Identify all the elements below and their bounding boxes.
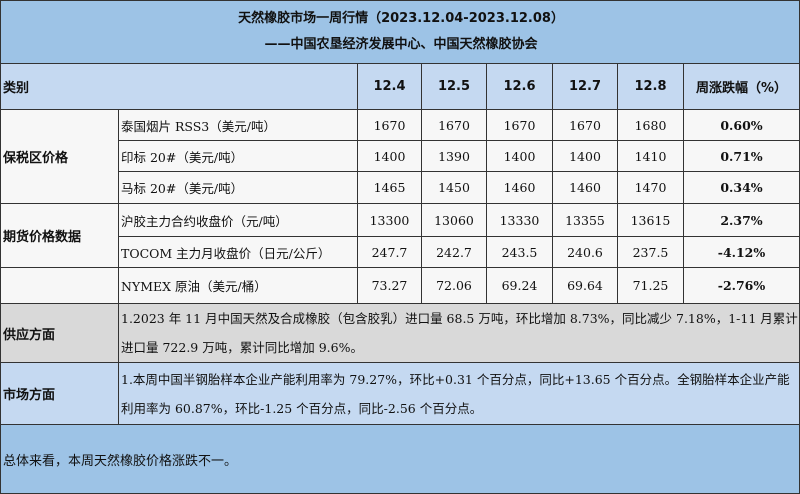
item-name: 印标 20#（美元/吨） xyxy=(118,140,358,172)
item-name: 泰国烟片 RSS3（美元/吨） xyxy=(118,109,358,141)
price-cell: 71.25 xyxy=(617,267,684,304)
item-name: 沪胶主力合约收盘价（元/吨） xyxy=(118,203,358,237)
price-cell: 1400 xyxy=(357,140,422,172)
title-line1: 天然橡胶市场一周行情（2023.12.04-2023.12.08） xyxy=(238,11,564,26)
header-date: 12.7 xyxy=(552,63,618,110)
header-date: 12.4 xyxy=(357,63,422,110)
price-cell: 1460 xyxy=(486,171,553,204)
price-cell: 242.7 xyxy=(421,236,487,268)
price-cell: 1680 xyxy=(617,109,684,141)
table-title: 天然橡胶市场一周行情（2023.12.04-2023.12.08） ——中国农垦… xyxy=(0,0,800,64)
price-cell: 1465 xyxy=(357,171,422,204)
group-empty xyxy=(0,267,119,304)
price-cell: 237.5 xyxy=(617,236,684,268)
price-cell: 1470 xyxy=(617,171,684,204)
price-cell: 1670 xyxy=(552,109,618,141)
header-row: 类别 12.4 12.5 12.6 12.7 12.8 周涨跌幅（%） xyxy=(0,63,800,110)
header-date: 12.5 xyxy=(421,63,487,110)
price-cell: 1390 xyxy=(421,140,487,172)
price-cell: 243.5 xyxy=(486,236,553,268)
summary-text: 总体来看，本周天然橡胶价格涨跌不一。 xyxy=(0,424,800,494)
group-futures: 期货价格数据 xyxy=(0,203,119,268)
change-cell: -2.76% xyxy=(682,267,800,304)
item-name: TOCOM 主力月收盘价（日元/公斤） xyxy=(118,236,358,268)
supply-label: 供应方面 xyxy=(0,303,119,363)
price-cell: 240.6 xyxy=(552,236,618,268)
header-change: 周涨跌幅（%） xyxy=(682,63,800,110)
market-label: 市场方面 xyxy=(0,362,119,425)
supply-text: 1.2023 年 11 月中国天然及合成橡胶（包含胶乳）进口量 68.5 万吨，… xyxy=(117,303,800,363)
price-cell: 1400 xyxy=(552,140,618,172)
price-cell: 1450 xyxy=(421,171,487,204)
price-cell: 13330 xyxy=(486,203,553,237)
price-cell: 1670 xyxy=(357,109,422,141)
table-row: NYMEX 原油（美元/桶） 73.27 72.06 69.24 69.64 71.25-… xyxy=(0,267,800,304)
item-name: 马标 20#（美元/吨） xyxy=(118,171,358,204)
table-row: 马标 20#（美元/吨） 1465 1450 1460 1460 1470 0.34% xyxy=(1,171,800,204)
price-cell: 73.27 xyxy=(357,267,422,304)
price-cell: 1460 xyxy=(552,171,618,204)
change-cell: 0.34% xyxy=(682,171,800,204)
price-cell: 1670 xyxy=(421,109,487,141)
change-cell: 0.71% xyxy=(682,140,800,172)
price-cell: 13300 xyxy=(357,203,422,237)
table-row: TOCOM 主力月收盘价（日元/公斤） 247.7 242.7 243.5 240.6 2… xyxy=(1,236,800,268)
group-bonded: 保税区价格 xyxy=(0,109,119,204)
price-cell: 13355 xyxy=(552,203,618,237)
header-category: 类别 xyxy=(0,63,358,110)
title-line2: ——中国农垦经济发展中心、中国天然橡胶协会 xyxy=(264,37,538,52)
table-row: 印标 20#（美元/吨） 1400 1390 1400 1400 1410 0.71% xyxy=(1,140,800,172)
price-cell: 1670 xyxy=(486,109,553,141)
header-date: 12.8 xyxy=(617,63,684,110)
price-cell: 72.06 xyxy=(421,267,487,304)
item-name: NYMEX 原油（美元/桶） xyxy=(118,267,358,304)
price-cell: 13060 xyxy=(421,203,487,237)
table-row: 保税区价格 泰国烟片 RSS3（美元/吨） 1670 1670 1670 1670 1680… xyxy=(0,109,800,204)
market-text: 1.本周中国半钢胎样本企业产能利用率为 79.27%，环比+0.31 个百分点，… xyxy=(117,362,800,425)
change-cell: 2.37% xyxy=(682,203,800,237)
change-cell: 0.60% xyxy=(682,109,800,141)
summary-row: 总体来看，本周天然橡胶价格涨跌不一。 xyxy=(0,424,800,494)
supply-row: 供应方面 1.2023 年 11 月中国天然及合成橡胶（包含胶乳）进口量 68.… xyxy=(0,303,800,363)
header-date: 12.6 xyxy=(486,63,553,110)
price-cell: 13615 xyxy=(617,203,684,237)
price-cell: 1400 xyxy=(486,140,553,172)
table-row: 期货价格数据 沪胶主力合约收盘价（元/吨） 13300 13060 13330 13355… xyxy=(0,203,800,268)
price-cell: 247.7 xyxy=(357,236,422,268)
market-row: 市场方面 1.本周中国半钢胎样本企业产能利用率为 79.27%，环比+0.31 … xyxy=(0,362,800,425)
price-cell: 1410 xyxy=(617,140,684,172)
price-cell: 69.64 xyxy=(552,267,618,304)
change-cell: -4.12% xyxy=(682,236,800,268)
price-cell: 69.24 xyxy=(486,267,553,304)
